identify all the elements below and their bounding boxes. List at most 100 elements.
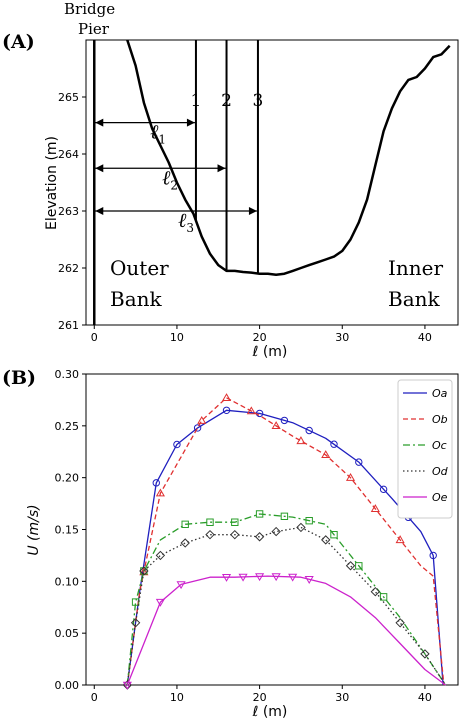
data-point-Od <box>271 526 281 537</box>
y-tick-label-a: 262 <box>58 262 79 275</box>
annotation-inner-line1: Inner <box>388 256 443 280</box>
data-point-Oe <box>221 573 232 582</box>
data-point-Oa <box>222 406 231 414</box>
section-label-3: 3 <box>253 91 264 111</box>
y-tick-label-b: 0.20 <box>55 472 80 485</box>
y-tick-label-b: 0.05 <box>55 627 80 640</box>
x-axis-label-a: ℓ (m) <box>252 344 288 360</box>
data-point-Od <box>254 532 265 542</box>
data-point-Oa <box>173 440 181 449</box>
data-point-Od <box>230 529 240 540</box>
data-point-Oc <box>231 518 239 526</box>
data-point-Oe <box>271 573 281 582</box>
legend-label-Oe: Oe <box>432 491 448 504</box>
distance-label-2: ℓ2 <box>162 165 178 192</box>
data-point-Oe <box>155 598 165 607</box>
data-point-Oa <box>193 424 202 432</box>
annotation-pier-line1: Bridge <box>64 0 115 18</box>
chart-b: (B) 0 10 20 30 40 0.00 0.05 0.10 0.15 0.20 0.25 0.3… <box>2 367 459 720</box>
data-point-Od <box>180 538 190 548</box>
data-point-Ob <box>221 393 232 402</box>
y-tick-label-b: 0.10 <box>55 575 80 588</box>
data-point-Oa <box>379 485 388 494</box>
series-line-Oc <box>126 513 447 686</box>
y-tick-label-a: 264 <box>58 148 79 161</box>
legend: Oa Ob Oc Od Oe <box>397 379 453 519</box>
data-point-Oc <box>379 593 388 601</box>
data-point-Oc <box>305 516 313 525</box>
data-point-Oa <box>330 440 338 448</box>
legend-label-Oa: Oa <box>432 387 448 400</box>
data-point-Oe <box>255 573 265 582</box>
axis-ticks-b: 0 10 20 30 40 0.00 0.05 0.10 0.15 0.20 0.25 0.30 <box>55 368 432 704</box>
legend-label-Oc: Oc <box>432 439 447 452</box>
series-Oe <box>122 573 446 690</box>
axis-ticks-a: 0 10 20 30 40 261 262 263 264 265 <box>58 91 432 344</box>
y-axis-label-a: Elevation (m) <box>44 136 60 230</box>
annotation-pier-line2: Pier <box>78 20 110 38</box>
series-Oc <box>126 510 447 686</box>
annotation-outer-line1: Outer <box>110 256 169 280</box>
distance-arrowhead-left-2 <box>95 164 104 173</box>
series-line-Oe <box>126 575 446 686</box>
series-line-Od <box>126 526 447 686</box>
annotation-inner-line2: Bank <box>388 287 441 311</box>
data-point-Oa <box>152 479 160 487</box>
x-axis-label-b: ℓ (m) <box>252 704 288 720</box>
data-point-Oc <box>206 518 214 526</box>
data-point-Od <box>130 618 141 628</box>
data-point-Od <box>155 550 166 561</box>
legend-items: Oa Ob Oc Od Oe <box>403 387 449 504</box>
series-line-Oa <box>126 409 444 686</box>
distance-label-1: ℓ1 <box>150 120 166 147</box>
data-point-Oc <box>255 510 264 518</box>
data-point-Ob <box>296 436 306 445</box>
y-tick-label-b: 0.30 <box>55 368 80 381</box>
x-tick-label-a: 30 <box>335 331 349 344</box>
y-tick-label-b: 0.00 <box>55 679 80 692</box>
data-point-Od <box>420 649 430 659</box>
data-point-Oe <box>176 581 186 590</box>
data-point-Oe <box>122 681 132 690</box>
series-line-Ob <box>126 397 445 686</box>
x-tick-label-b: 20 <box>253 691 267 704</box>
data-point-Od <box>296 522 306 533</box>
data-point-Oe <box>288 573 298 582</box>
data-point-Ob <box>370 504 380 512</box>
panel-label-b: (B) <box>2 367 36 389</box>
data-point-Oc <box>355 562 363 570</box>
data-point-Od <box>370 586 381 597</box>
y-tick-label-b: 0.15 <box>55 524 80 537</box>
data-point-Oa <box>280 416 289 425</box>
chart-a: (A) 0 10 20 30 40 261 262 263 264 265 Elevation (… <box>2 0 459 360</box>
data-point-Od <box>139 566 149 576</box>
bed-profile-line <box>126 39 451 277</box>
series-Ob <box>126 393 445 686</box>
x-tick-label-b: 30 <box>335 691 349 704</box>
y-tick-label-a: 261 <box>58 319 79 332</box>
annotation-outer-line2: Bank <box>110 287 163 311</box>
distance-arrowhead-left-3 <box>95 207 104 215</box>
distance-arrowhead-left-1 <box>95 118 104 127</box>
distance-arrowhead-right-1 <box>186 118 195 127</box>
series-Oa <box>126 406 444 686</box>
data-point-Ob <box>395 535 405 544</box>
data-point-Ob <box>345 472 356 481</box>
data-point-Oa <box>355 458 363 466</box>
data-point-Ob <box>271 421 281 430</box>
distance-arrowhead-right-3 <box>248 207 257 215</box>
legend-frame <box>397 379 453 519</box>
data-point-Od <box>395 618 405 628</box>
data-point-Oc <box>330 530 338 539</box>
data-point-Ob <box>197 415 207 424</box>
data-point-Oe <box>304 576 314 584</box>
x-tick-label-a: 0 <box>91 331 98 344</box>
x-tick-label-a: 40 <box>418 331 432 344</box>
x-tick-label-a: 20 <box>253 331 267 344</box>
data-layer-b <box>122 393 447 690</box>
legend-label-Ob: Ob <box>432 413 448 426</box>
data-point-Oc <box>181 520 189 529</box>
data-point-Ob <box>321 450 331 459</box>
legend-label-Od: Od <box>432 465 449 478</box>
